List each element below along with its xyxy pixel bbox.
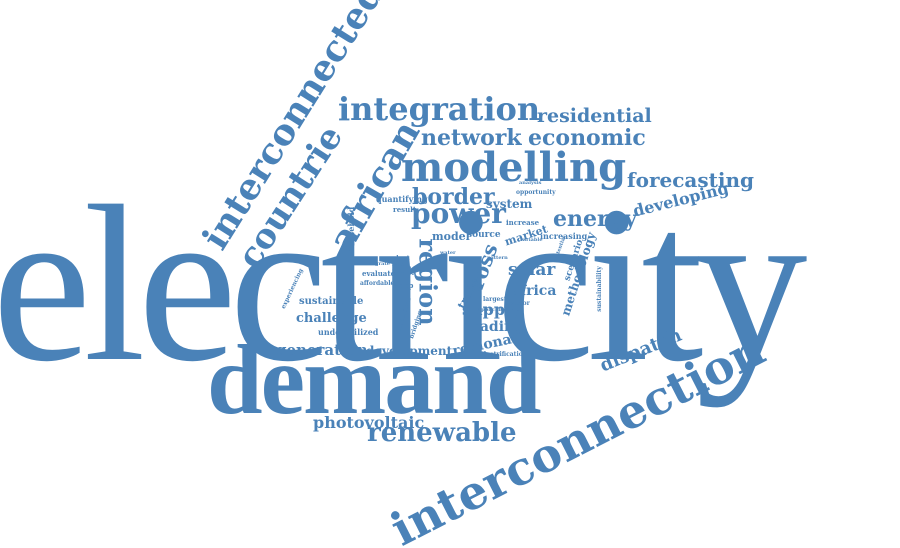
word-study: study bbox=[392, 265, 417, 275]
word-underutilized: underutilized bbox=[318, 327, 379, 337]
word-quantifying: quantifying bbox=[376, 194, 428, 204]
word-supply: supply bbox=[462, 300, 521, 319]
word-photovoltaic: photovoltaic bbox=[313, 413, 425, 432]
word-increasing: increasing bbox=[540, 231, 588, 241]
word-energy: energy bbox=[553, 206, 637, 232]
word-integration: integration bbox=[338, 90, 541, 128]
word-power: power bbox=[411, 197, 506, 230]
word-solar: solar bbox=[508, 260, 556, 280]
word-rate: rate bbox=[392, 261, 406, 268]
word-pattern: pattern bbox=[487, 255, 508, 261]
word-model: model bbox=[432, 230, 470, 243]
word-result: result bbox=[393, 205, 417, 214]
word-opportunity: opportunity bbox=[516, 189, 556, 196]
word-wapp: wapp bbox=[393, 281, 414, 290]
word-trading: trading bbox=[466, 319, 524, 335]
word-electricity: electricity bbox=[0, 160, 807, 408]
word-increase: increase bbox=[506, 218, 540, 227]
word-sustainable: sustainable bbox=[299, 296, 364, 307]
word-evaluate: evaluate bbox=[362, 269, 396, 278]
word-electrification: electrification bbox=[480, 351, 528, 358]
word-source: source bbox=[467, 230, 501, 240]
word-variable: variable bbox=[520, 237, 543, 243]
word-system: system bbox=[486, 197, 533, 211]
word-generation: generation bbox=[276, 341, 368, 359]
word-modelling: modelling bbox=[401, 144, 627, 191]
word-household: household bbox=[346, 206, 357, 254]
word-challenge: challenge bbox=[296, 311, 367, 326]
word-plant: plant bbox=[392, 255, 410, 262]
word-border: border bbox=[412, 184, 495, 210]
word-network: network bbox=[421, 125, 522, 151]
word-development: development bbox=[366, 344, 453, 358]
word-africa: africa bbox=[511, 283, 557, 299]
word-affordable: affordable bbox=[360, 280, 395, 287]
word-demand: demand bbox=[207, 324, 542, 435]
word-residential: residential bbox=[537, 105, 652, 127]
word-analysis: analysis bbox=[519, 180, 542, 186]
word-sector: sector bbox=[509, 300, 530, 307]
word-forecasting: forecasting bbox=[627, 168, 754, 192]
word-economic: economic bbox=[528, 125, 646, 151]
word-renewable: renewable bbox=[367, 418, 517, 448]
word-water: water bbox=[440, 250, 456, 256]
word-integrate: integrate bbox=[364, 261, 390, 267]
word-sustainability: sustainability bbox=[595, 266, 603, 312]
word-largest: largest bbox=[483, 296, 507, 303]
word-applicable: applicable bbox=[478, 307, 507, 313]
